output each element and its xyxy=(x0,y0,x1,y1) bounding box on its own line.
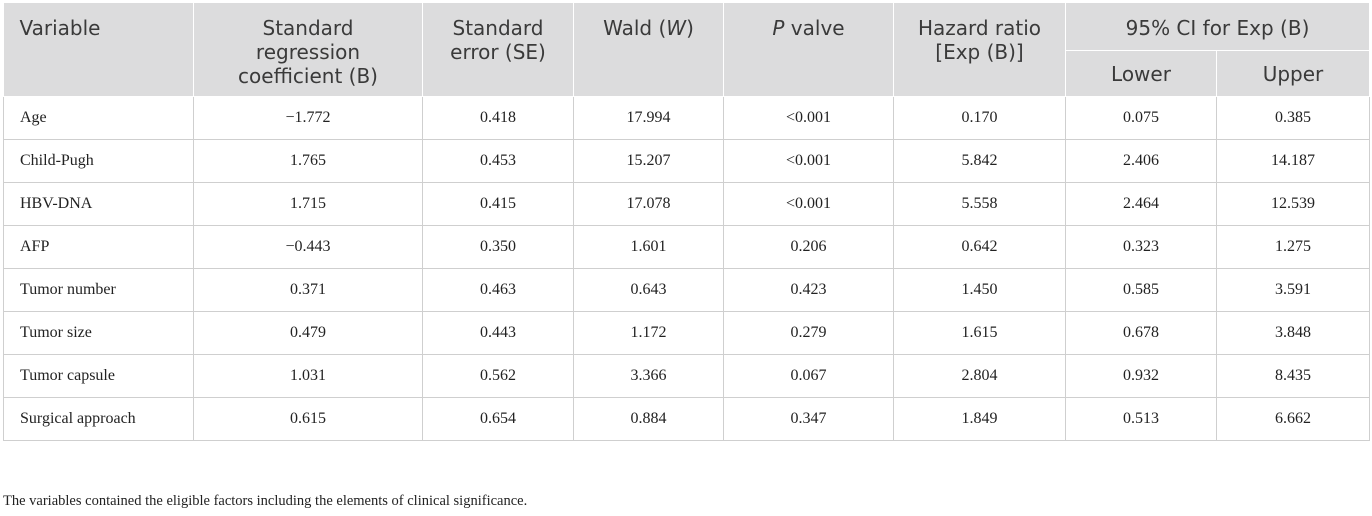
cell: 3.366 xyxy=(573,354,724,398)
table-header: Variable Standard regression coefficient … xyxy=(3,3,1370,97)
column-header: Wald (W) xyxy=(573,3,724,97)
cell: 1.031 xyxy=(193,354,423,398)
table-row: Age −1.772 0.418 17.994 <0.001 0.170 0.075 0.38… xyxy=(3,96,1370,140)
cell: 17.994 xyxy=(573,96,724,140)
cell: 1.275 xyxy=(1216,225,1370,269)
table-row: Tumor number 0.371 0.463 0.643 0.423 1.450 0.5… xyxy=(3,268,1370,312)
cell: 17.078 xyxy=(573,182,724,226)
cell: −0.443 xyxy=(193,225,423,269)
cell: 1.450 xyxy=(893,268,1066,312)
header-text: W xyxy=(666,16,687,40)
cell: 1.849 xyxy=(893,397,1066,441)
cell: 0.385 xyxy=(1216,96,1370,140)
cell: 0.423 xyxy=(723,268,894,312)
column-header: Variable xyxy=(3,3,194,97)
cell: 14.187 xyxy=(1216,139,1370,183)
cell: 0.642 xyxy=(893,225,1066,269)
column-header: Standard error (SE) xyxy=(422,3,574,97)
cell: 0.643 xyxy=(573,268,724,312)
header-text: P xyxy=(772,16,785,40)
row-label: Age xyxy=(3,96,194,140)
cell: 1.615 xyxy=(893,311,1066,355)
cell: 0.463 xyxy=(422,268,574,312)
sub-column-header: Lower xyxy=(1065,50,1217,97)
cell: 0.415 xyxy=(422,182,574,226)
cell: <0.001 xyxy=(723,182,894,226)
cell: 0.513 xyxy=(1065,397,1217,441)
cell: 1.172 xyxy=(573,311,724,355)
cell: 0.562 xyxy=(422,354,574,398)
row-label: Surgical approach xyxy=(3,397,194,441)
row-label: Tumor capsule xyxy=(3,354,194,398)
header-row: Variable Standard regression coefficient … xyxy=(3,3,1370,97)
row-label: Tumor size xyxy=(3,311,194,355)
footnote: The variables contained the eligible fac… xyxy=(3,493,528,509)
column-header: Standard regression coefficient (B) xyxy=(193,3,423,97)
table-body: Age −1.772 0.418 17.994 <0.001 0.170 0.075 0.38… xyxy=(3,96,1370,441)
row-label: Tumor number xyxy=(3,268,194,312)
cell: 0.443 xyxy=(422,311,574,355)
cell: 2.804 xyxy=(893,354,1066,398)
cell: 0.323 xyxy=(1065,225,1217,269)
cell: 0.075 xyxy=(1065,96,1217,140)
cell: 2.464 xyxy=(1065,182,1217,226)
cell: 3.848 xyxy=(1216,311,1370,355)
cell: 0.932 xyxy=(1065,354,1217,398)
cell: 12.539 xyxy=(1216,182,1370,226)
table-row: HBV-DNA 1.715 0.415 17.078 <0.001 5.558 2.464 1… xyxy=(3,182,1370,226)
cell: 2.406 xyxy=(1065,139,1217,183)
cell: 0.279 xyxy=(723,311,894,355)
cell: 1.715 xyxy=(193,182,423,226)
column-header: P valve xyxy=(723,3,894,97)
column-header: Hazard ratio [Exp (B)] xyxy=(893,3,1066,97)
cell: 0.884 xyxy=(573,397,724,441)
table-row: AFP −0.443 0.350 1.601 0.206 0.642 0.323 1.275 xyxy=(3,225,1370,269)
cell: <0.001 xyxy=(723,96,894,140)
cell: 0.347 xyxy=(723,397,894,441)
cell: 8.435 xyxy=(1216,354,1370,398)
cell: 0.418 xyxy=(422,96,574,140)
cell: 5.558 xyxy=(893,182,1066,226)
cell: 5.842 xyxy=(893,139,1066,183)
cell: 0.350 xyxy=(422,225,574,269)
row-label: Child-Pugh xyxy=(3,139,194,183)
cell: 0.170 xyxy=(893,96,1066,140)
results-table: Variable Standard regression coefficient … xyxy=(3,3,1370,441)
header-text: valve xyxy=(784,16,845,40)
table-row: Surgical approach 0.615 0.654 0.884 0.347 1.8… xyxy=(3,397,1370,441)
row-label: AFP xyxy=(3,225,194,269)
cell: 3.591 xyxy=(1216,268,1370,312)
cell: 0.067 xyxy=(723,354,894,398)
table-row: Child-Pugh 1.765 0.453 15.207 <0.001 5.842 2.4… xyxy=(3,139,1370,183)
sub-column-header: Upper xyxy=(1216,50,1370,97)
cell: 1.601 xyxy=(573,225,724,269)
cell: <0.001 xyxy=(723,139,894,183)
cell: 0.206 xyxy=(723,225,894,269)
row-label: HBV-DNA xyxy=(3,182,194,226)
header-text: ) xyxy=(686,16,694,40)
cell: 6.662 xyxy=(1216,397,1370,441)
cell: 0.371 xyxy=(193,268,423,312)
cell: 15.207 xyxy=(573,139,724,183)
cell: −1.772 xyxy=(193,96,423,140)
cell: 0.615 xyxy=(193,397,423,441)
cell: 0.479 xyxy=(193,311,423,355)
header-text: Wald ( xyxy=(603,16,667,40)
cell: 0.654 xyxy=(422,397,574,441)
cell: 0.678 xyxy=(1065,311,1217,355)
cell: 0.453 xyxy=(422,139,574,183)
table-row: Tumor capsule 1.031 0.562 3.366 0.067 2.804 0.… xyxy=(3,354,1370,398)
cell: 0.585 xyxy=(1065,268,1217,312)
cell: 1.765 xyxy=(193,139,423,183)
column-group-header: 95% CI for Exp (B) xyxy=(1065,3,1370,51)
table-row: Tumor size 0.479 0.443 1.172 0.279 1.615 0.678… xyxy=(3,311,1370,355)
